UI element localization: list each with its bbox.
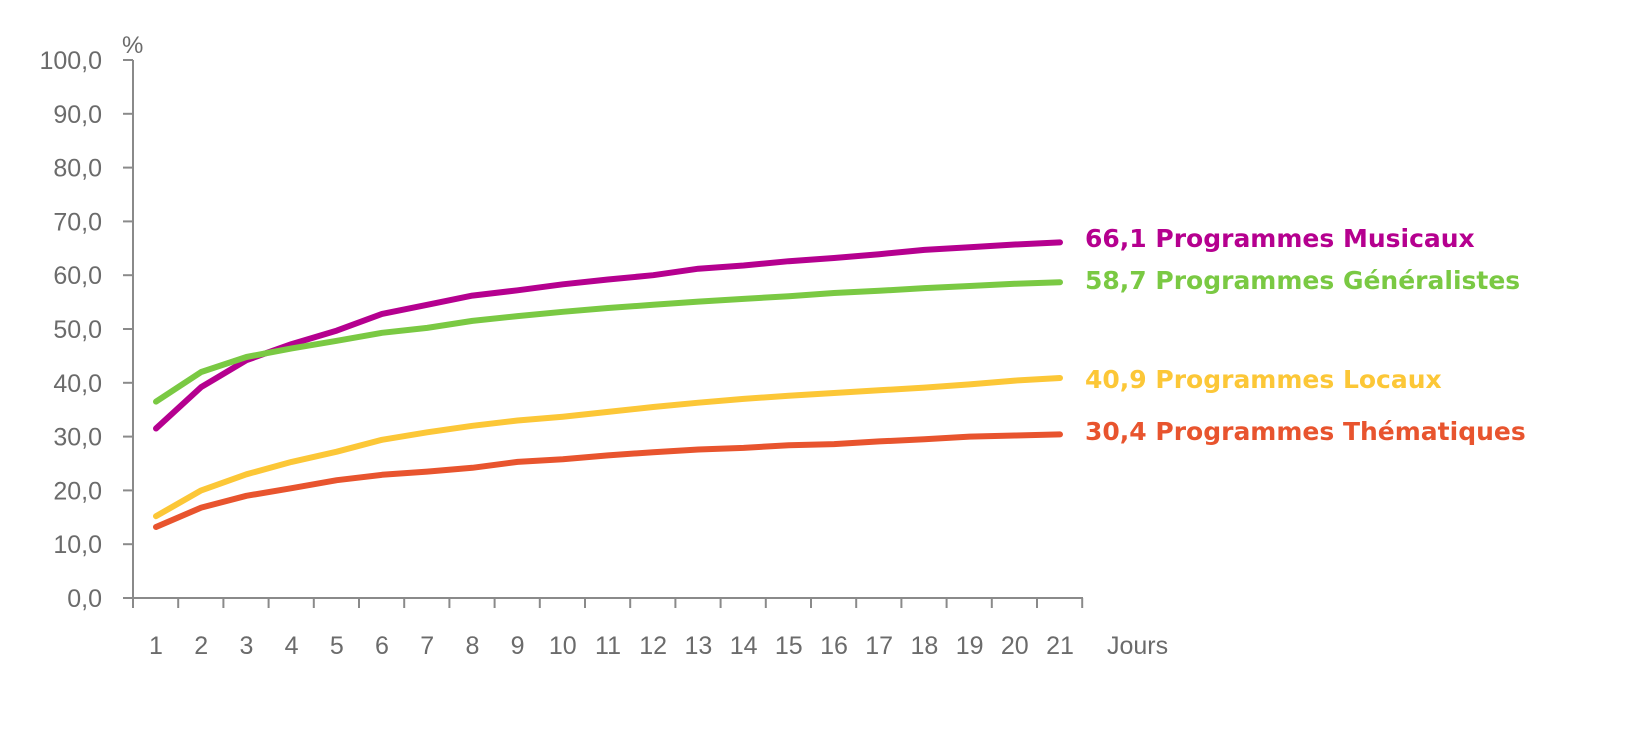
series-end-label: 58,7 Programmes Généralistes: [1085, 266, 1520, 295]
series-end-label: 66,1 Programmes Musicaux: [1085, 224, 1475, 253]
y-tick-label: 30,0: [53, 424, 102, 452]
x-tick-label: 7: [420, 632, 434, 660]
x-axis-title: Jours: [1107, 632, 1168, 660]
x-tick-label: 12: [639, 632, 667, 660]
x-tick-label: 5: [330, 632, 344, 660]
y-tick-label: 0,0: [67, 585, 102, 613]
y-tick-label: 80,0: [53, 155, 102, 183]
series-end-label: 40,9 Programmes Locaux: [1085, 365, 1442, 394]
y-tick-label: 90,0: [53, 101, 102, 129]
x-ticks: 1 2 3 4 5 6 7 8 9 10 11 12 13 14 15 16 17 18 19 20 21: [132, 598, 1084, 660]
y-tick-label: 100,0: [39, 47, 102, 75]
series-line: [153, 431, 1063, 530]
x-tick-label: 14: [730, 632, 758, 660]
y-tick-label: 20,0: [53, 477, 102, 505]
x-tick-label: 11: [595, 632, 621, 660]
x-tick-label: 4: [285, 632, 299, 660]
series-labels: 66,1 Programmes Musicaux 58,7 Programmes …: [1085, 224, 1526, 446]
series-line: [153, 375, 1063, 520]
y-tick-label: 70,0: [53, 208, 102, 236]
y-tick-label: 40,0: [53, 370, 102, 398]
x-tick-label: 6: [375, 632, 389, 660]
x-tick-label: 8: [465, 632, 479, 660]
x-tick-label: 15: [775, 632, 803, 660]
series-lines: [153, 239, 1063, 530]
x-tick-label: 21: [1046, 632, 1074, 660]
y-axis-unit: %: [122, 32, 143, 59]
x-tick-label: 18: [910, 632, 938, 660]
x-tick-label: 10: [549, 632, 577, 660]
x-tick-label: 13: [684, 632, 712, 660]
y-ticks: 0,0 10,0 20,0 30,0 40,0 50,0 60,0 70,0 80,0 90,0 1…: [39, 47, 133, 613]
series-end-label: 30,4 Programmes Thématiques: [1085, 417, 1526, 446]
x-tick-label: 19: [956, 632, 984, 660]
y-tick-label: 60,0: [53, 262, 102, 290]
x-tick-label: 17: [865, 632, 893, 660]
x-tick-label: 9: [511, 632, 525, 660]
x-tick-label: 2: [194, 632, 208, 660]
series-line: [153, 239, 1063, 432]
x-tick-label: 16: [820, 632, 848, 660]
x-tick-label: 3: [239, 632, 253, 660]
axes: [132, 60, 1083, 599]
y-tick-label: 10,0: [53, 531, 102, 559]
series-line: [153, 279, 1063, 405]
x-tick-label: 1: [149, 632, 163, 660]
x-tick-label: 20: [1001, 632, 1029, 660]
y-tick-label: 50,0: [53, 316, 102, 344]
